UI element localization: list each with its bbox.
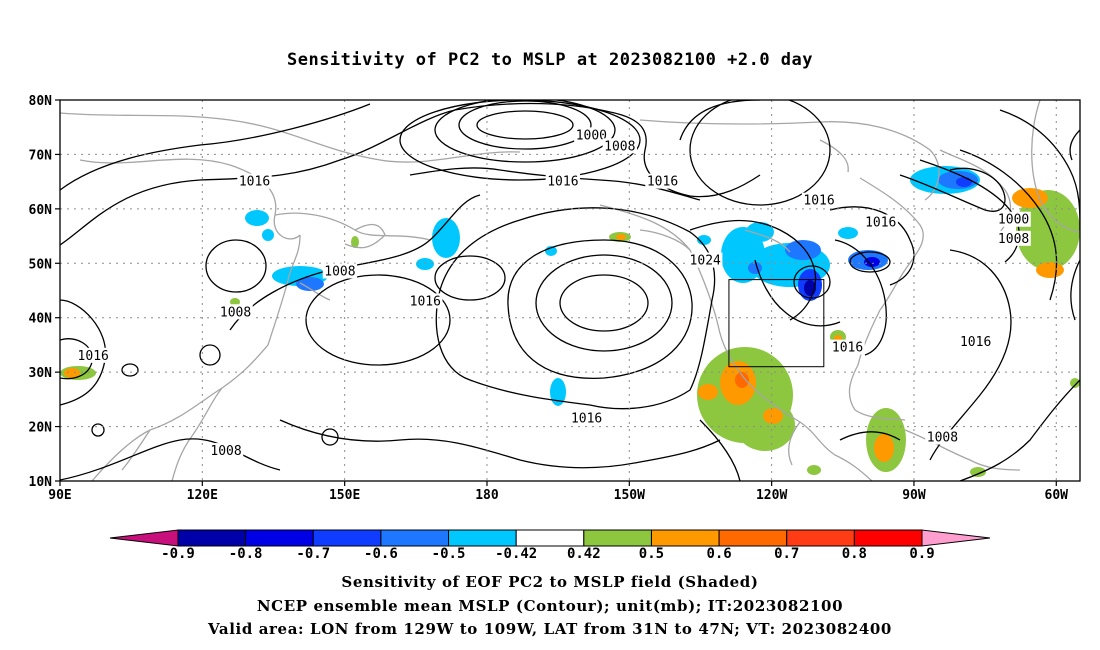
lat-tick-label: 40N [29,312,53,327]
contour-label: 1016 [960,335,991,350]
colorbar-label: -0.7 [296,546,330,562]
colorbar: -0.9 -0.8 -0.7 -0.6 -0.5 -0.42 0.42 0.5 0.6 0.7 0.… [109,529,991,562]
lat-tick-label: 30N [29,366,53,381]
contour-label-bg [863,214,898,230]
contour-label: 1016 [410,294,441,309]
contour-label: 1008 [324,264,355,279]
contour-label: 1008 [604,139,635,154]
colorbar-label: 0.42 [567,546,601,562]
colorbar-label: 0.7 [774,546,799,562]
contour-label: 1000 [998,213,1029,228]
contour-label: 1016 [78,349,109,364]
colorbar-swatch [853,529,923,547]
contour-label-bg [996,211,1031,227]
lat-tick-label: 20N [29,421,53,436]
contour-label: 1008 [998,232,1029,247]
coastlines [60,100,1080,481]
contour-label: 1008 [220,305,251,320]
colorbar-low-triangle [109,529,179,547]
contour-label: 1016 [571,411,602,426]
lon-tick-label: 180 [475,488,499,503]
colorbar-swatch [515,529,585,547]
colorbar-swatch [380,529,450,547]
contour-label: 1016 [239,175,270,190]
contour-label: 1016 [647,175,678,190]
lat-tick-label: 70N [29,148,53,163]
contour-label-bg [925,429,960,445]
contour-label-bg [688,252,723,268]
colorbar-swatch [786,529,855,547]
colorbar-swatch [718,529,788,547]
lat-tick-label: 10N [29,475,53,490]
contour-label-bg [602,138,638,154]
colorbar-swatch [177,529,247,547]
lon-tick-label: 120E [187,488,218,503]
colorbar-label: -0.5 [432,546,466,562]
lon-axis: 90E 120E 150E 180 150W 120W 90W 60W [48,481,1068,503]
contour-label-bg [76,347,111,363]
lat-tick-label: 80N [29,94,53,109]
lon-tick-label: 90W [902,488,926,503]
lat-axis: 80N 70N 60N 50N 40N 30N 20N 10N [29,94,60,490]
contour-label-bg [801,192,837,208]
colorbar-label: -0.8 [229,546,263,562]
colorbar-label: -0.42 [495,546,537,562]
caption-contour: NCEP ensemble mean MSLP (Contour); unit(… [256,597,844,615]
contour-label: 1024 [690,254,721,269]
colorbar-label: 0.6 [706,546,731,562]
contour-label-bg [208,443,244,459]
contour-label-bg [996,230,1031,246]
contour-label: 1016 [547,175,578,190]
contour-label-bg [830,339,865,355]
colorbar-high-triangle [921,529,991,547]
colorbar-swatch [312,529,382,547]
lat-tick-label: 50N [29,257,53,272]
contour-label: 1008 [210,444,241,459]
contour-label-bg [237,173,272,189]
lon-tick-label: 150W [614,488,645,503]
colorbar-swatch [583,529,652,547]
contour-label-bg [408,293,443,309]
lat-tick-label: 60N [29,203,53,218]
contour-label: 1000 [576,128,607,143]
contour-label-bg [574,127,609,143]
colorbar-label: 0.8 [842,546,867,562]
contour-label-bg [322,263,358,279]
contour-label: 1008 [927,430,958,445]
map-frame [59,99,1081,482]
contour-label: 1016 [832,341,863,356]
contour-label-bg [545,173,581,189]
colorbar-swatch [245,529,314,547]
colorbar-label: -0.9 [161,546,195,562]
lon-tick-label: 60W [1045,488,1069,503]
contour-label-bg [569,410,604,426]
caption-shading: Sensitivity of EOF PC2 to MSLP field (Sh… [341,573,759,591]
colorbar-label: 0.5 [639,546,664,562]
lon-tick-label: 90E [48,488,71,503]
colorbar-swatch [448,529,517,547]
lon-tick-label: 150E [329,488,360,503]
contour-label: 1016 [803,194,834,209]
contour-label-bg [958,334,993,350]
valid-area-box [728,279,825,368]
colorbar-label: 0.9 [909,546,934,562]
contour-label-bg [645,173,680,189]
colorbar-swatch [650,529,720,547]
colorbar-label: -0.6 [364,546,398,562]
contour-label: 1016 [865,215,896,230]
contour-label-bg [218,304,253,320]
caption-valid-area: Valid area: LON from 129W to 109W, LAT f… [208,620,892,638]
lon-tick-label: 120W [756,488,787,503]
figure-title: Sensitivity of PC2 to MSLP at 2023082100… [286,50,813,70]
